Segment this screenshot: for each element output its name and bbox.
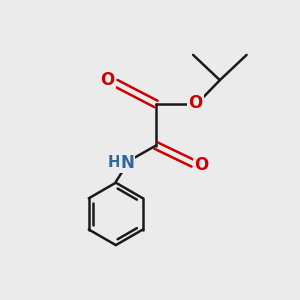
Text: N: N xyxy=(120,154,134,172)
Text: O: O xyxy=(188,94,202,112)
Text: O: O xyxy=(194,156,208,174)
Text: H: H xyxy=(108,155,121,170)
Text: O: O xyxy=(100,71,115,89)
